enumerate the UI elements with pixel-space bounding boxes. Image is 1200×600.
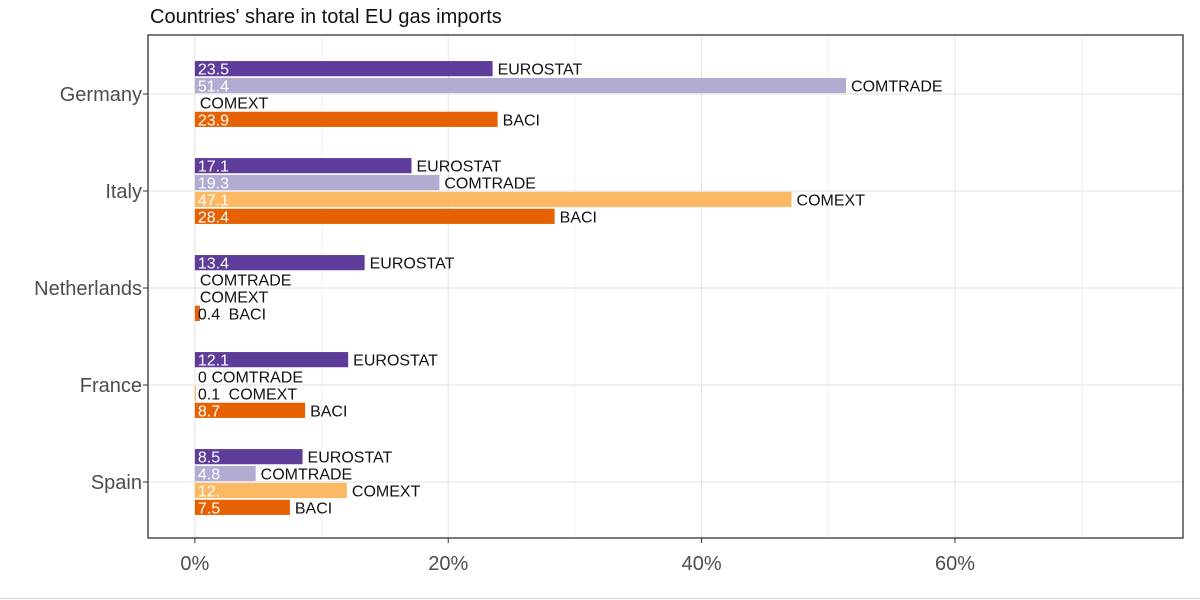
value-label: 13.4 [198,256,229,273]
bottom-divider [0,598,1200,599]
plot-panel-border [147,34,1184,539]
series-label: BACI [295,500,332,517]
bar-baci [194,499,290,515]
series-label: EUROSTAT [498,62,583,79]
value-label: 23.9 [198,112,229,129]
value-label: 12. [198,483,220,500]
bar-eurostat [194,449,303,465]
value-label: 19.3 [198,176,229,193]
series-label: COMEXT [352,483,421,500]
value-label: 0 [198,370,207,387]
x-tick-label: 40% [682,553,722,575]
bar-eurostat [194,158,412,174]
series-label: EUROSTAT [370,256,455,273]
bar-baci [194,111,498,127]
chart-title: Countries' share in total EU gas imports [150,6,502,28]
x-tick-label: 60% [935,553,975,575]
bar-baci [194,208,555,224]
value-label: 0.1 [198,386,220,403]
bar-comext [194,385,197,402]
series-label: COMTRADE [211,370,303,387]
series-label: COMTRADE [444,176,536,193]
bar-comtrade [194,465,256,482]
value-label: 0.4 [198,306,220,323]
y-tick-label: France [80,375,142,397]
series-label: COMTRADE [261,467,353,484]
series-label: EUROSTAT [417,159,502,176]
series-label: BACI [503,112,540,129]
value-label: 7.5 [198,500,220,517]
x-tick-label: 20% [428,553,468,575]
value-label: 47.1 [198,192,229,209]
series-label: COMEXT [200,289,269,306]
value-label: 8.5 [198,450,220,467]
y-tick-label: Spain [91,472,142,494]
bar-comext [194,191,792,208]
series-label: COMEXT [797,192,866,209]
bar-comtrade [194,77,847,94]
bar-eurostat [194,61,493,77]
series-label: COMEXT [229,386,298,403]
x-tick-label: 0% [180,553,209,575]
value-label: 23.5 [198,62,229,79]
y-tick-label: Italy [105,181,142,203]
bar-baci [194,305,200,321]
bar-comext [194,482,347,499]
bar-baci [194,402,306,418]
series-label: COMEXT [200,95,269,112]
y-tick-label: Netherlands [34,278,142,300]
bar-eurostat [194,352,349,368]
series-label: BACI [310,403,347,420]
value-label: 17.1 [198,159,229,176]
series-label: COMTRADE [200,273,292,290]
value-label: 28.4 [198,209,229,226]
series-label: COMTRADE [851,79,943,96]
bar-eurostat [194,255,365,271]
series-label: EUROSTAT [308,450,393,467]
y-tick-label: Germany [60,84,142,106]
value-label: 12.1 [198,353,229,370]
value-label: 4.8 [198,467,220,484]
bar-comtrade [194,174,440,191]
series-label: BACI [229,306,266,323]
series-label: EUROSTAT [353,353,438,370]
value-label: 8.7 [198,403,220,420]
series-label: BACI [560,209,597,226]
value-label: 51.4 [198,79,229,96]
